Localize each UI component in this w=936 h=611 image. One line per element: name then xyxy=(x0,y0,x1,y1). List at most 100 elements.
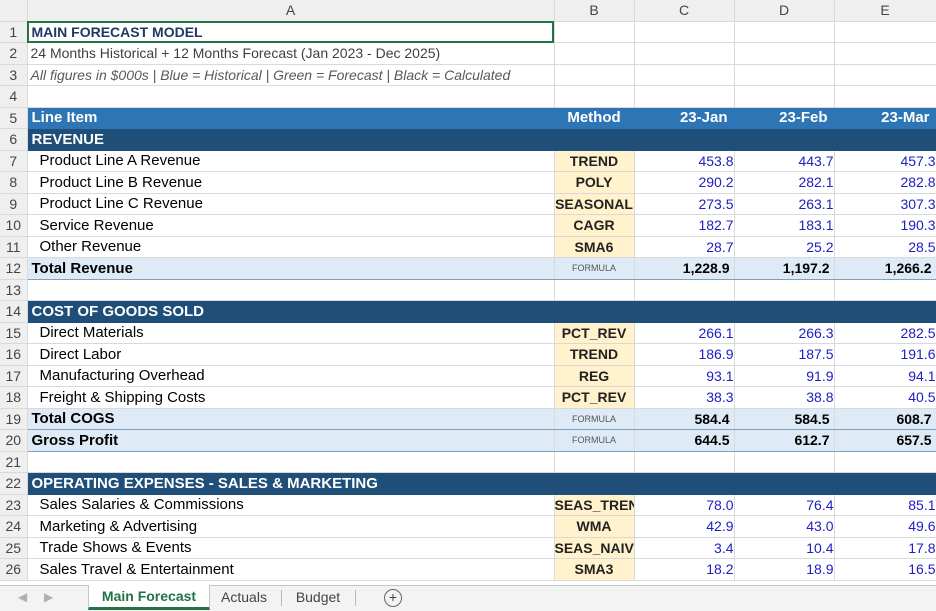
cell[interactable] xyxy=(734,85,835,108)
method-cell[interactable]: POLY xyxy=(554,171,635,194)
value-cell[interactable]: 38.3 xyxy=(634,386,735,409)
method-cell[interactable]: CAGR xyxy=(554,214,635,237)
cell[interactable] xyxy=(634,472,735,495)
value-cell[interactable]: 266.3 xyxy=(734,322,835,344)
value-cell[interactable]: 282.5 xyxy=(834,322,936,344)
cell[interactable] xyxy=(554,64,635,86)
cell[interactable] xyxy=(734,21,835,43)
row-header[interactable]: 4 xyxy=(0,85,28,108)
row-header[interactable]: 24 xyxy=(0,515,28,538)
method-cell[interactable]: SMA6 xyxy=(554,236,635,258)
value-cell[interactable]: 78.0 xyxy=(634,494,735,516)
cell[interactable] xyxy=(734,42,835,65)
method-formula-cell[interactable]: FORMULA xyxy=(554,429,635,452)
value-cell[interactable]: 273.5 xyxy=(634,193,735,215)
cell[interactable] xyxy=(834,472,936,495)
header-month[interactable]: 23-Jan xyxy=(634,107,735,129)
cell[interactable] xyxy=(834,451,936,473)
row-header[interactable]: 11 xyxy=(0,236,28,258)
value-cell[interactable]: 76.4 xyxy=(734,494,835,516)
line-item-label[interactable]: Freight & Shipping Costs xyxy=(27,386,555,409)
add-sheet-icon[interactable]: + xyxy=(384,589,402,607)
cell[interactable] xyxy=(734,64,835,86)
section-header-opex-sales-marketing[interactable]: OPERATING EXPENSES - SALES & MARKETING xyxy=(27,472,555,495)
total-value-cell[interactable]: 584.4 xyxy=(634,407,735,430)
value-cell[interactable]: 183.1 xyxy=(734,214,835,237)
row-header[interactable]: 2 xyxy=(0,42,28,65)
cell[interactable] xyxy=(634,279,735,301)
column-header-e[interactable]: E xyxy=(834,0,936,22)
value-cell[interactable]: 18.9 xyxy=(734,558,835,581)
line-item-label[interactable]: Direct Materials xyxy=(27,322,555,344)
value-cell[interactable]: 40.5 xyxy=(834,386,936,409)
row-header[interactable]: 19 xyxy=(0,408,28,430)
cell[interactable] xyxy=(634,42,735,65)
cell[interactable] xyxy=(634,21,735,43)
value-cell[interactable]: 282.8 xyxy=(834,171,936,194)
cell[interactable] xyxy=(554,300,635,323)
row-header[interactable]: 12 xyxy=(0,257,28,280)
line-item-label[interactable]: Other Revenue xyxy=(27,236,555,258)
line-item-label[interactable]: Product Line C Revenue xyxy=(27,193,555,215)
column-header-b[interactable]: B xyxy=(554,0,635,22)
row-header[interactable]: 20 xyxy=(0,429,28,452)
cell[interactable] xyxy=(734,128,835,151)
line-item-label[interactable]: Manufacturing Overhead xyxy=(27,365,555,387)
tab-main-forecast[interactable]: Main Forecast xyxy=(88,585,210,610)
select-all-corner[interactable] xyxy=(0,0,28,22)
value-cell[interactable]: 191.6 xyxy=(834,343,936,366)
method-cell[interactable]: WMA xyxy=(554,515,635,538)
value-cell[interactable]: 3.4 xyxy=(634,537,735,559)
value-cell[interactable]: 10.4 xyxy=(734,537,835,559)
value-cell[interactable]: 93.1 xyxy=(634,365,735,387)
cell[interactable] xyxy=(734,279,835,301)
line-item-label[interactable]: Marketing & Advertising xyxy=(27,515,555,538)
value-cell[interactable]: 187.5 xyxy=(734,343,835,366)
cell[interactable] xyxy=(734,300,835,323)
header-method[interactable]: Method xyxy=(554,107,635,129)
method-cell[interactable]: REG xyxy=(554,365,635,387)
total-value-cell[interactable]: 1,197.2 xyxy=(734,257,835,280)
value-cell[interactable]: 85.1 xyxy=(834,494,936,516)
value-cell[interactable]: 28.7 xyxy=(634,236,735,258)
total-value-cell[interactable]: 644.5 xyxy=(634,429,735,452)
row-header[interactable]: 7 xyxy=(0,150,28,172)
value-cell[interactable]: 282.1 xyxy=(734,171,835,194)
line-item-label[interactable]: Sales Salaries & Commissions xyxy=(27,494,555,516)
cell[interactable] xyxy=(734,451,835,473)
row-header[interactable]: 22 xyxy=(0,472,28,495)
total-value-cell[interactable]: 657.5 xyxy=(834,429,936,452)
cell[interactable] xyxy=(554,472,635,495)
line-item-label[interactable]: Product Line A Revenue xyxy=(27,150,555,172)
line-item-label[interactable]: Product Line B Revenue xyxy=(27,171,555,194)
total-value-cell[interactable]: 608.7 xyxy=(834,407,936,430)
cell[interactable] xyxy=(734,472,835,495)
row-header[interactable]: 15 xyxy=(0,322,28,344)
row-header[interactable]: 17 xyxy=(0,365,28,387)
value-cell[interactable]: 263.1 xyxy=(734,193,835,215)
row-header[interactable]: 23 xyxy=(0,494,28,516)
cell[interactable] xyxy=(634,64,735,86)
total-value-cell[interactable]: 1,228.9 xyxy=(634,257,735,280)
value-cell[interactable]: 457.3 xyxy=(834,150,936,172)
cell[interactable] xyxy=(554,128,635,151)
value-cell[interactable]: 182.7 xyxy=(634,214,735,237)
value-cell[interactable]: 307.3 xyxy=(834,193,936,215)
cell[interactable] xyxy=(554,21,635,43)
cell[interactable] xyxy=(554,85,635,108)
scroll-left-icon[interactable]: ◀ xyxy=(18,590,28,604)
line-item-label[interactable]: Service Revenue xyxy=(27,214,555,237)
value-cell[interactable]: 16.5 xyxy=(834,558,936,581)
line-item-label[interactable]: Trade Shows & Events xyxy=(27,537,555,559)
header-month[interactable]: 23-Mar xyxy=(834,107,936,129)
cell[interactable] xyxy=(634,128,735,151)
row-header[interactable]: 1 xyxy=(0,21,28,43)
cell[interactable] xyxy=(634,300,735,323)
value-cell[interactable]: 18.2 xyxy=(634,558,735,581)
row-header[interactable]: 8 xyxy=(0,171,28,194)
value-cell[interactable]: 94.1 xyxy=(834,365,936,387)
header-line-item[interactable]: Line Item xyxy=(27,107,555,129)
tab-budget[interactable]: Budget xyxy=(284,586,352,608)
value-cell[interactable]: 266.1 xyxy=(634,322,735,344)
cell[interactable] xyxy=(554,451,635,473)
